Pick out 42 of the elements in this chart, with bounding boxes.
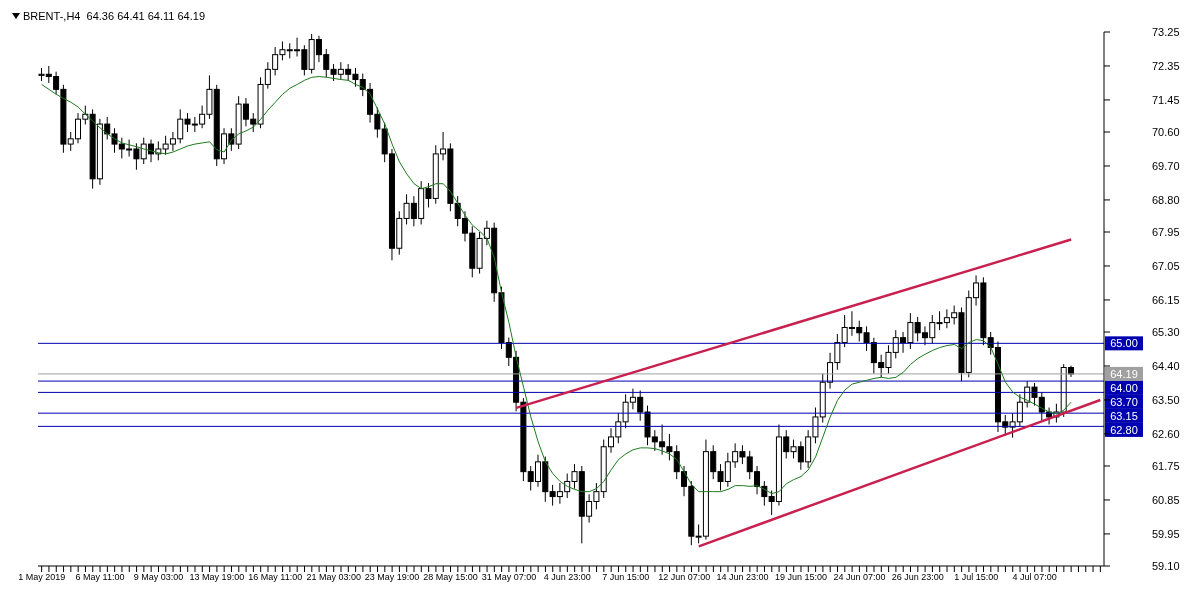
ref-line-label: 63.15 [1110,409,1138,422]
ref-line-label: 63.70 [1110,395,1138,408]
x-tick-label: 1 Jul 15:00 [954,572,999,583]
x-tick-label: 6 May 11:00 [75,572,125,583]
y-tick-label: 64.40 [1152,359,1180,372]
y-tick-label: 67.05 [1152,259,1180,272]
y-tick-label: 73.25 [1152,25,1180,38]
y-tick-label: 62.60 [1152,427,1180,440]
y-tick-label: 71.45 [1152,93,1180,106]
y-tick-label: 59.10 [1152,559,1180,572]
x-tick-label: 31 May 07:00 [481,572,537,583]
x-tick-label: 19 Jun 15:00 [774,572,828,583]
y-tick-label: 60.85 [1152,493,1180,506]
x-tick-label: 28 May 15:00 [423,572,478,583]
ref-line-label: 62.80 [1110,423,1138,436]
y-tick-label: 66.15 [1152,293,1180,306]
x-tick-label: 13 May 19:00 [189,572,245,583]
x-tick-label: 7 Jun 15:00 [602,572,650,583]
y-tick-label: 59.95 [1152,527,1180,540]
y-tick-label: 67.95 [1152,225,1180,238]
x-tick-label: 4 Jul 07:00 [1012,572,1057,583]
x-tick-label: 1 May 2019 [18,572,66,583]
x-tick-label: 4 Jun 23:00 [543,572,591,583]
x-tick-label: 16 May 11:00 [248,572,303,583]
x-tick-label: 9 May 03:00 [133,572,184,583]
x-tick-label: 23 May 19:00 [364,572,420,583]
x-tick-label: 24 Jun 07:00 [833,572,886,583]
y-tick-label: 69.70 [1152,159,1180,172]
y-tick-label: 68.80 [1152,193,1180,206]
ref-line-label: 64.19 [1110,367,1138,380]
y-tick-label: 70.60 [1152,125,1180,138]
y-tick-label: 72.35 [1152,59,1180,72]
ref-line-label: 64.00 [1110,381,1138,394]
y-tick-label: 63.50 [1152,393,1180,406]
x-tick-label: 26 Jun 23:00 [891,572,944,583]
y-tick-label: 61.75 [1152,459,1180,472]
chart-title: BRENT-,H4 64.36 64.41 64.11 64.19 [23,10,206,22]
x-tick-label: 14 Jun 23:00 [716,572,769,583]
x-tick-label: 12 Jun 07:00 [658,572,711,583]
x-tick-label: 21 May 03:00 [306,572,361,583]
ref-line-label: 65.00 [1110,337,1138,350]
y-tick-label: 65.30 [1152,325,1180,338]
